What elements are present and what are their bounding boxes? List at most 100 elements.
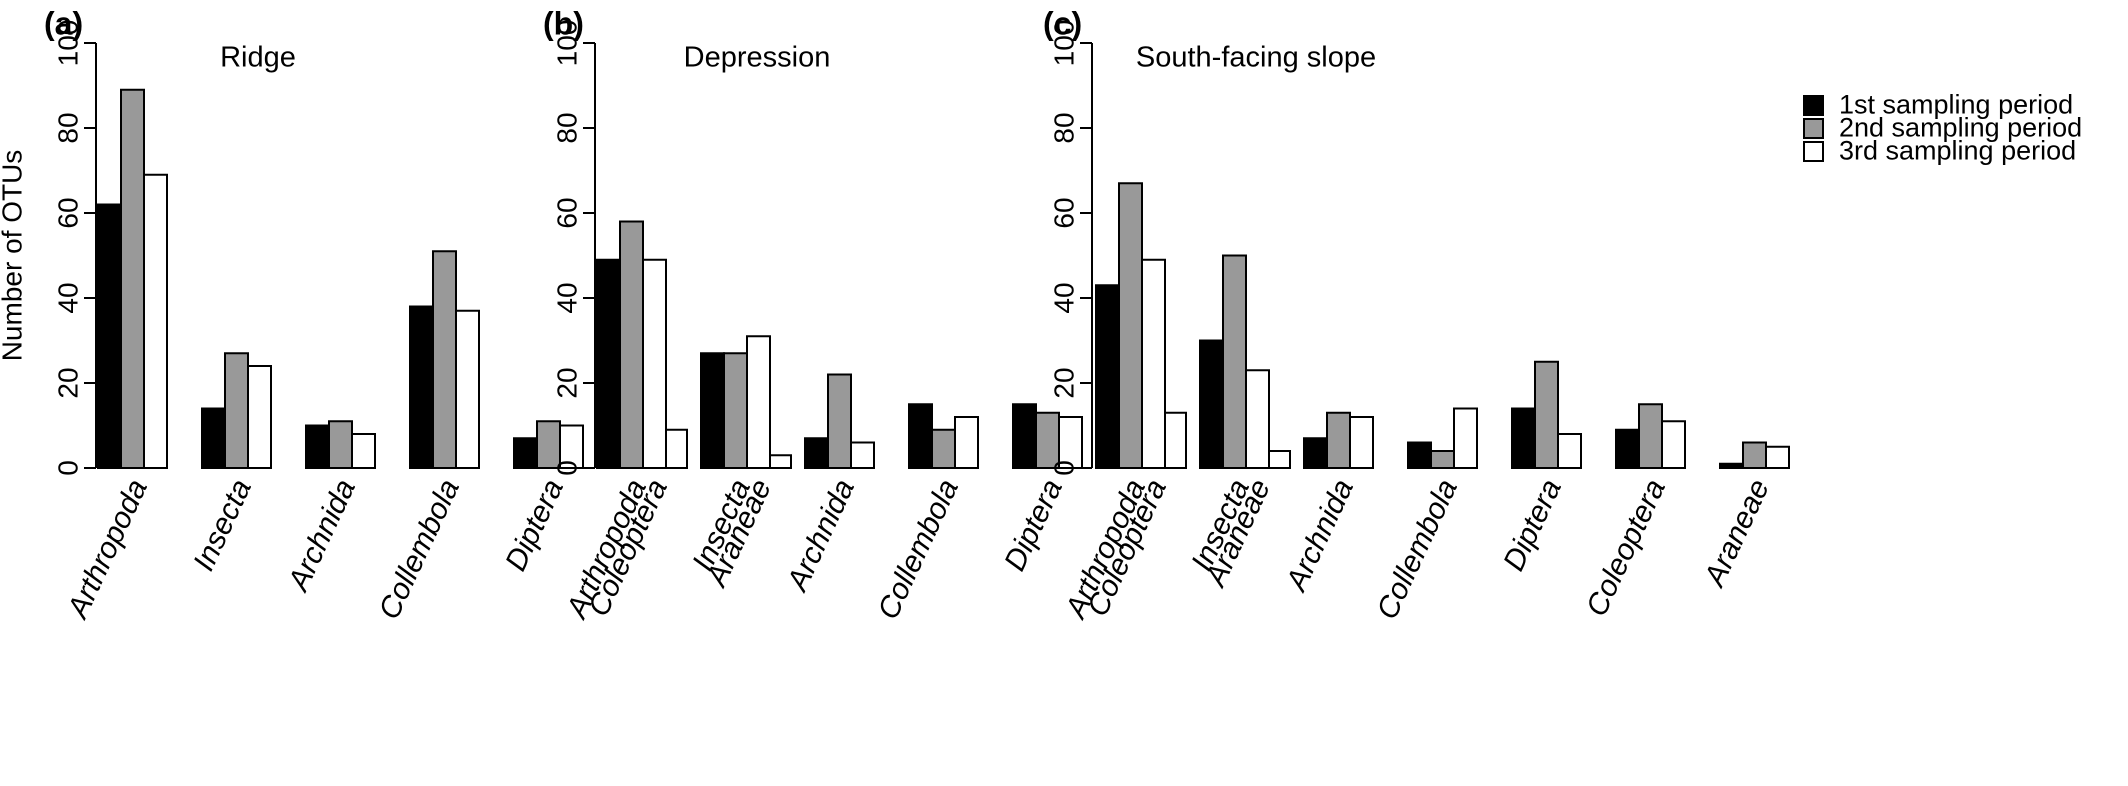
bar-coleoptera-series-1 — [1615, 428, 1640, 469]
bar-insecta-series-3 — [1245, 369, 1270, 469]
bar-arthropoda-series-1 — [1095, 284, 1120, 469]
category-label: Insecta — [187, 474, 258, 576]
bar-collembola-series-1 — [409, 305, 434, 469]
category-label: Diptera — [1497, 474, 1568, 576]
bar-coleoptera-series-3 — [663, 428, 688, 469]
bar-collembola-series-2 — [1430, 450, 1455, 469]
bar-collembola-series-3 — [455, 309, 480, 469]
legend-swatch-3 — [1803, 141, 1824, 162]
bar-arthropoda-series-2 — [120, 88, 145, 469]
category-label: Archnida — [281, 474, 362, 597]
bar-arthropoda-series-1 — [97, 203, 122, 469]
bar-collembola-series-1 — [908, 403, 933, 469]
legend-entry: 2nd sampling period — [1839, 113, 2082, 143]
bar-insecta-series-2 — [723, 352, 748, 469]
y-tick-label: 80 — [52, 112, 83, 143]
bar-arthropoda-series-2 — [1118, 182, 1143, 469]
panel-title: Ridge — [220, 42, 296, 74]
bar-archnida-series-2 — [827, 373, 852, 469]
category-label: Araneae — [1697, 474, 1776, 593]
y-tick-label: 20 — [1048, 367, 1079, 398]
chart-panels: (a) Ridge 0 20 40 60 80 100 Number of OTUs Arthro… — [0, 5, 1790, 625]
bar-diptera-series-2 — [1035, 411, 1060, 469]
bar-archnida-series-3 — [351, 433, 376, 469]
bar-collembola-series-3 — [954, 416, 979, 469]
category-label: Coleoptera — [1580, 474, 1672, 621]
y-tick-label: 0 — [551, 460, 582, 476]
y-tick-label: 20 — [52, 367, 83, 398]
bar-arthropoda-series-3 — [143, 173, 168, 469]
y-tick-label: 0 — [1048, 460, 1079, 476]
bar-araneae-series-1 — [1719, 462, 1744, 469]
category-label: Collembola — [872, 474, 965, 624]
bar-archnida-series-1 — [305, 424, 330, 469]
category-label: Diptera — [998, 474, 1069, 576]
y-tick-label: 20 — [551, 367, 582, 398]
bar-archnida-series-3 — [850, 441, 875, 469]
legend-swatch-1 — [1803, 95, 1824, 116]
bar-arthropoda-series-3 — [1141, 258, 1166, 469]
bar-archnida-series-2 — [328, 420, 353, 469]
bar-archnida-series-3 — [1349, 416, 1374, 469]
y-tick-label: 80 — [551, 112, 582, 143]
chart-panel-3: (c)South-facing slope020406080100Arthrop… — [1043, 5, 1790, 625]
y-tick-label: 40 — [551, 282, 582, 313]
category-label: Archnida — [1279, 474, 1360, 597]
y-tick-label: 60 — [52, 197, 83, 228]
y-tick-label: 100 — [1048, 20, 1079, 67]
bar-collembola-series-3 — [1453, 407, 1478, 469]
category-label: Diptera — [499, 474, 570, 576]
bar-arthropoda-series-3 — [642, 258, 667, 469]
panel-title: Depression — [684, 42, 831, 74]
bar-araneae-series-3 — [767, 454, 792, 469]
y-axis-label: Number of OTUs — [0, 150, 27, 362]
legend-entry: 3rd sampling period — [1839, 136, 2076, 166]
legend-swatch-2 — [1803, 118, 1824, 139]
bar-diptera-series-1 — [1511, 407, 1536, 469]
bar-araneae-series-3 — [1765, 445, 1790, 469]
bar-diptera-series-1 — [513, 437, 538, 469]
bar-araneae-series-2 — [1742, 441, 1767, 469]
bar-insecta-series-1 — [700, 352, 725, 469]
bar-coleoptera-series-3 — [1661, 420, 1686, 469]
bar-insecta-series-2 — [224, 352, 249, 469]
y-tick-label: 100 — [52, 20, 83, 67]
bar-collembola-series-2 — [432, 250, 457, 469]
y-tick-label: 60 — [1048, 197, 1079, 228]
y-tick-label: 60 — [551, 197, 582, 228]
bar-archnida-series-1 — [1303, 437, 1328, 469]
bar-diptera-series-3 — [1557, 433, 1582, 469]
panel-title: South-facing slope — [1136, 42, 1376, 74]
bar-insecta-series-1 — [201, 407, 226, 469]
y-tick-label: 40 — [52, 282, 83, 313]
bar-archnida-series-1 — [804, 437, 829, 469]
legend-entry: 1st sampling period — [1839, 90, 2073, 120]
chart-panel-1: (a) Ridge 0 20 40 60 80 100 Number of OTUs Arthro… — [0, 5, 792, 625]
bar-archnida-series-2 — [1326, 411, 1351, 469]
y-tick-label: 80 — [1048, 112, 1079, 143]
category-label: Arthropoda — [61, 474, 154, 624]
panel-letter: (a) — [44, 5, 83, 41]
y-tick-label: 100 — [551, 20, 582, 67]
bar-diptera-series-1 — [1012, 403, 1037, 469]
bar-insecta-series-1 — [1199, 339, 1224, 469]
bar-diptera-series-3 — [559, 424, 584, 469]
bar-arthropoda-series-2 — [619, 220, 644, 469]
panel-letter: (b) — [543, 5, 584, 41]
bar-diptera-series-2 — [1534, 360, 1559, 469]
bar-insecta-series-3 — [746, 335, 771, 469]
bar-coleoptera-series-3 — [1162, 411, 1187, 469]
category-label: Collembola — [373, 474, 466, 624]
bar-araneae-series-3 — [1266, 450, 1291, 469]
category-label: Collembola — [1371, 474, 1464, 624]
bar-coleoptera-series-2 — [1638, 403, 1663, 469]
bar-diptera-series-3 — [1058, 416, 1083, 469]
y-tick-label: 0 — [52, 460, 83, 476]
y-tick-label: 40 — [1048, 282, 1079, 313]
bar-collembola-series-1 — [1407, 441, 1432, 469]
category-label: Archnida — [780, 474, 861, 597]
bar-insecta-series-3 — [247, 365, 272, 469]
